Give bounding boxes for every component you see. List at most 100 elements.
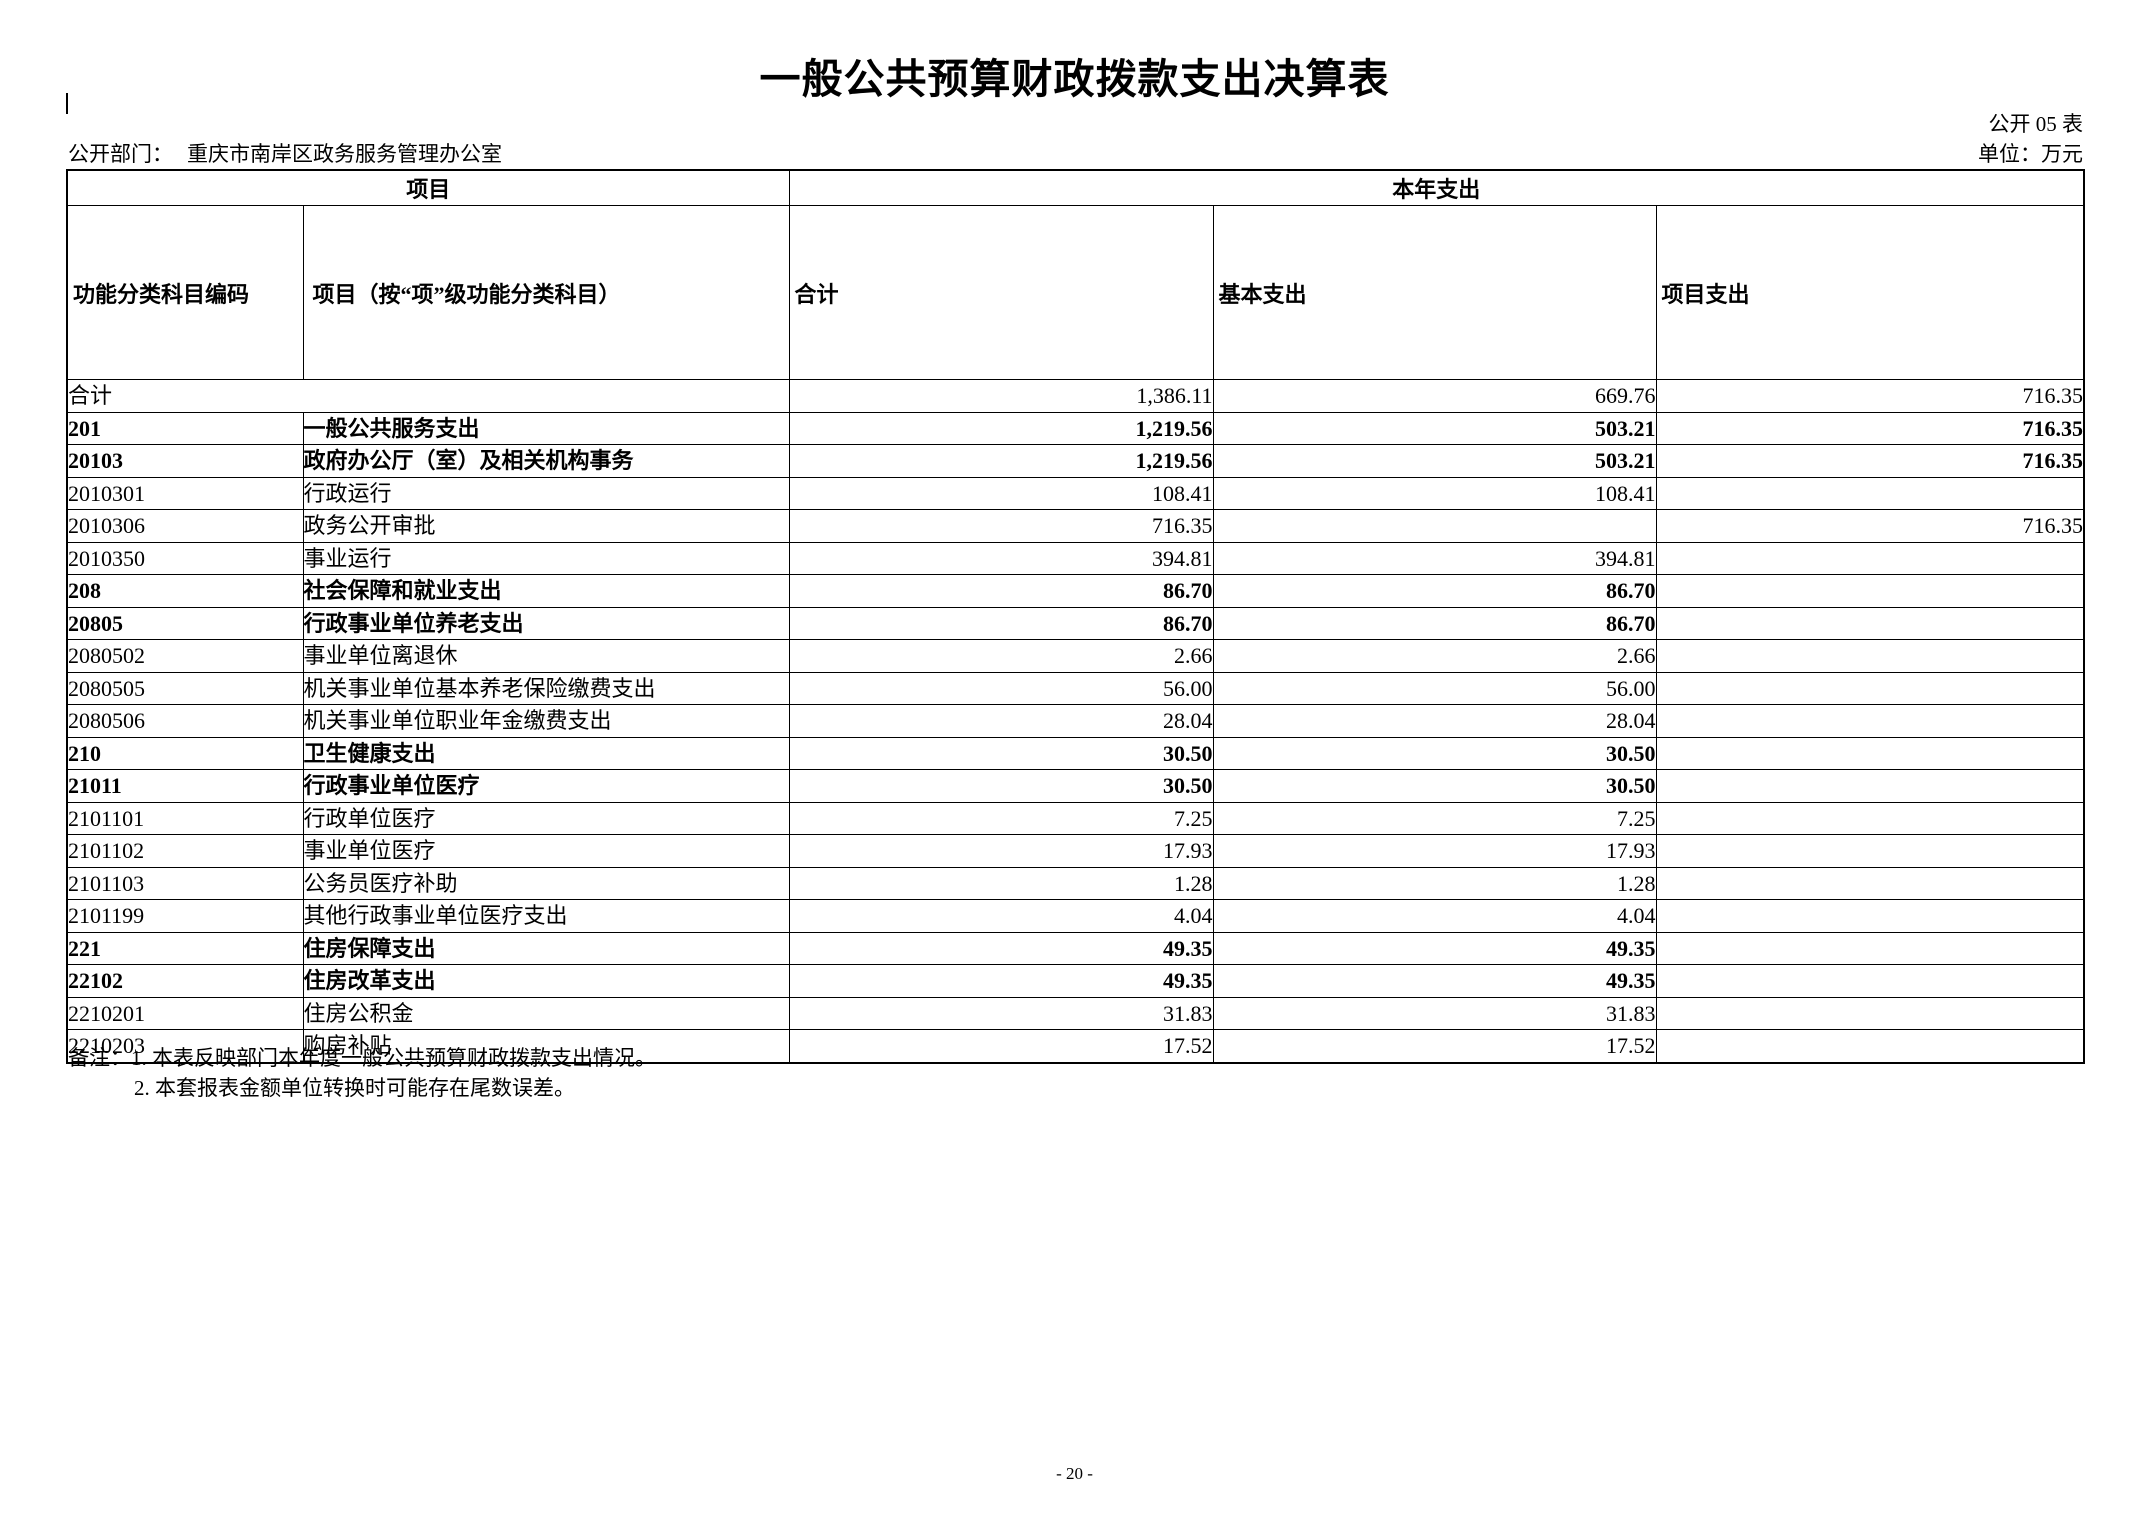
- row-total-cell: 17.52: [788, 1029, 1214, 1063]
- note-text-2: 2. 本套报表金额单位转换时可能存在尾数误差。: [134, 1076, 575, 1100]
- row-code-cell: 2010350: [66, 541, 304, 575]
- row-total-cell: 1,219.56: [788, 411, 1214, 445]
- header-col-item: 项目（按“项”级功能分类科目）: [302, 205, 790, 380]
- note-line-1: 备注：1. 本表反映部门本年度一般公共预算财政拨款支出情况。: [68, 1043, 656, 1073]
- row-project-cell: [1655, 866, 2085, 900]
- row-project-cell: [1655, 574, 2085, 608]
- row-project-cell: [1655, 704, 2085, 738]
- row-basic-cell: 108.41: [1212, 476, 1657, 510]
- row-code-cell: 20103: [66, 444, 304, 478]
- row-basic-cell: 30.50: [1212, 769, 1657, 803]
- row-code-cell: 2210201: [66, 996, 304, 1030]
- row-basic-cell: 7.25: [1212, 801, 1657, 835]
- row-project-cell: [1655, 639, 2085, 673]
- row-name-cell: 事业运行: [302, 541, 790, 575]
- page-title: 一般公共预算财政拨款支出决算表: [759, 56, 1390, 102]
- header-group-item: 项目: [66, 169, 790, 206]
- row-total-cell: 31.83: [788, 996, 1214, 1030]
- row-code-cell: 2080505: [66, 671, 304, 705]
- row-total-cell: 86.70: [788, 606, 1214, 640]
- row-total-cell: 1,386.11: [788, 379, 1214, 413]
- table-row: 21011 行政事业单位医疗 30.50 30.50: [66, 769, 2085, 803]
- row-code-cell: 2101102: [66, 834, 304, 868]
- row-basic-cell: 86.70: [1212, 574, 1657, 608]
- row-basic-cell: 49.35: [1212, 931, 1657, 965]
- table-row: 201 一般公共服务支出 1,219.56 503.21 716.35: [66, 411, 2085, 445]
- row-code-cell: 2010306: [66, 509, 304, 543]
- table-row: 合计 1,386.11 669.76 716.35: [66, 379, 2085, 413]
- row-basic-cell: 394.81: [1212, 541, 1657, 575]
- row-project-cell: 716.35: [1655, 411, 2085, 445]
- department-line: 公开部门： 重庆市南岸区政务服务管理办公室: [68, 141, 502, 167]
- page-number: - 20 -: [1056, 1464, 1093, 1483]
- header-col-project: 项目支出: [1655, 205, 2085, 380]
- row-basic-cell: 669.76: [1212, 379, 1657, 413]
- row-name-cell: 购房补贴: [302, 1029, 790, 1063]
- row-basic-cell: 2.66: [1212, 639, 1657, 673]
- row-name-cell: 行政事业单位养老支出: [302, 606, 790, 640]
- row-total-cell: 86.70: [788, 574, 1214, 608]
- row-code-cell: 2101199: [66, 899, 304, 933]
- table-row: 2010350 事业运行 394.81 394.81: [66, 541, 2085, 575]
- department-value: 重庆市南岸区政务服务管理办公室: [187, 142, 502, 166]
- table-row: 2080506 机关事业单位职业年金缴费支出 28.04 28.04: [66, 704, 2085, 738]
- header-col-code: 功能分类科目编码: [66, 205, 304, 380]
- table-row: 2080502 事业单位离退休 2.66 2.66: [66, 639, 2085, 673]
- row-total-cell: 17.93: [788, 834, 1214, 868]
- row-code-cell: 21011: [66, 769, 304, 803]
- table-code-label: 公开 05 表: [1988, 112, 2084, 136]
- row-project-cell: 716.35: [1655, 444, 2085, 478]
- table-row: 210 卫生健康支出 30.50 30.50: [66, 736, 2085, 770]
- row-project-cell: [1655, 964, 2085, 998]
- row-total-cell: 1.28: [788, 866, 1214, 900]
- row-code-cell: 2010301: [66, 476, 304, 510]
- table-row: 221 住房保障支出 49.35 49.35: [66, 931, 2085, 965]
- row-total-cell: 30.50: [788, 769, 1214, 803]
- note-label: 备注：: [68, 1046, 131, 1070]
- row-name-cell: 政府办公厅（室）及相关机构事务: [302, 444, 790, 478]
- table-row: 2101102 事业单位医疗 17.93 17.93: [66, 834, 2085, 868]
- row-code-cell: 210: [66, 736, 304, 770]
- row-name-cell: 公务员医疗补助: [302, 866, 790, 900]
- row-project-cell: [1655, 931, 2085, 965]
- row-basic-cell: 86.70: [1212, 606, 1657, 640]
- row-basic-cell: 56.00: [1212, 671, 1657, 705]
- row-project-cell: [1655, 769, 2085, 803]
- table-header: 项目 本年支出 功能分类科目编码 项目（按“项”级功能分类科目） 合计 基本支出…: [66, 169, 2085, 380]
- row-project-cell: [1655, 899, 2085, 933]
- row-name-cell: 事业单位离退休: [302, 639, 790, 673]
- row-code-cell: 2101101: [66, 801, 304, 835]
- row-name-cell: 住房保障支出: [302, 931, 790, 965]
- row-code-cell: 201: [66, 411, 304, 445]
- row-name-cell: 一般公共服务支出: [302, 411, 790, 445]
- row-total-cell: 1,219.56: [788, 444, 1214, 478]
- note-line-2: 2. 本套报表金额单位转换时可能存在尾数误差。: [68, 1073, 656, 1103]
- table-row: 2010301 行政运行 108.41 108.41: [66, 476, 2085, 510]
- row-code-cell: 2080502: [66, 639, 304, 673]
- row-name-cell: 机关事业单位基本养老保险缴费支出: [302, 671, 790, 705]
- header-col-basic: 基本支出: [1212, 205, 1657, 380]
- table-row: 20805 行政事业单位养老支出 86.70 86.70: [66, 606, 2085, 640]
- row-name-cell: 社会保障和就业支出: [302, 574, 790, 608]
- note-text-1: 1. 本表反映部门本年度一般公共预算财政拨款支出情况。: [131, 1046, 656, 1070]
- row-name-cell: 卫生健康支出: [302, 736, 790, 770]
- row-basic-cell: 17.93: [1212, 834, 1657, 868]
- budget-table: 项目 本年支出 功能分类科目编码 项目（按“项”级功能分类科目） 合计 基本支出…: [66, 169, 2086, 1064]
- row-code-cell: 22102: [66, 964, 304, 998]
- row-total-cell: 49.35: [788, 964, 1214, 998]
- row-project-cell: 716.35: [1655, 379, 2085, 413]
- row-total-cell: 394.81: [788, 541, 1214, 575]
- row-basic-cell: 49.35: [1212, 964, 1657, 998]
- row-total-cell: 7.25: [788, 801, 1214, 835]
- row-project-cell: [1655, 1029, 2085, 1063]
- table-row: 2101101 行政单位医疗 7.25 7.25: [66, 801, 2085, 835]
- table-row: 2080505 机关事业单位基本养老保险缴费支出 56.00 56.00: [66, 671, 2085, 705]
- row-name-cell: 其他行政事业单位医疗支出: [302, 899, 790, 933]
- unit-label: 单位：万元: [1978, 142, 2083, 166]
- table-row: 20103 政府办公厅（室）及相关机构事务 1,219.56 503.21 716.35: [66, 444, 2085, 478]
- row-name-cell: 政务公开审批: [302, 509, 790, 543]
- row-name-cell: 行政单位医疗: [302, 801, 790, 835]
- row-basic-cell: [1212, 509, 1657, 543]
- table-row: 22102 住房改革支出 49.35 49.35: [66, 964, 2085, 998]
- row-basic-cell: 503.21: [1212, 411, 1657, 445]
